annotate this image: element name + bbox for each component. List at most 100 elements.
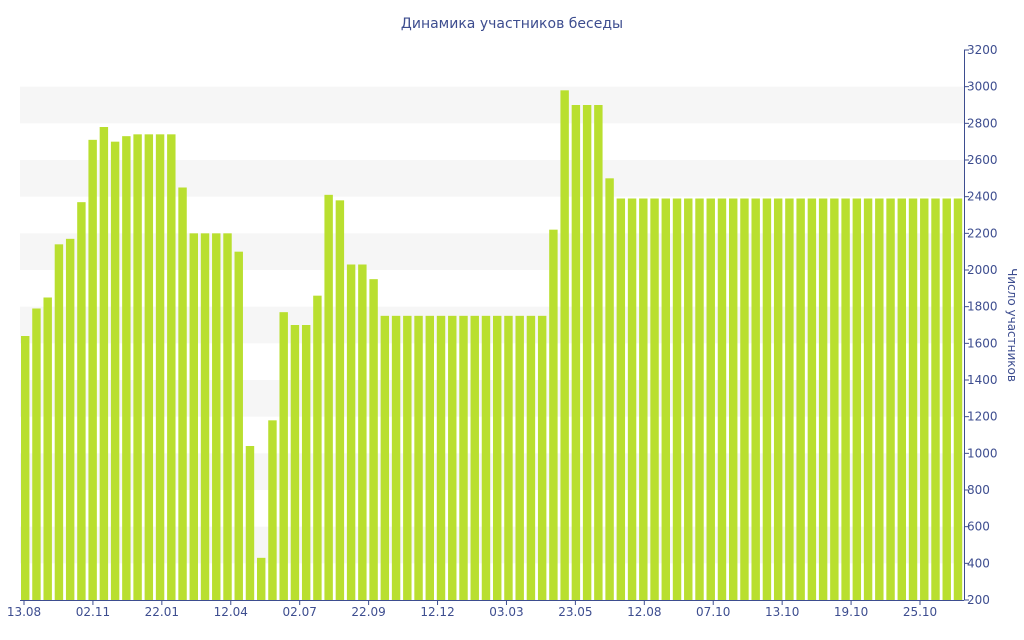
bar bbox=[178, 187, 187, 600]
grid-band bbox=[20, 233, 964, 270]
bar bbox=[324, 194, 333, 600]
bar bbox=[133, 134, 142, 600]
bar bbox=[841, 198, 850, 600]
bar bbox=[313, 295, 322, 600]
bar bbox=[155, 134, 165, 600]
bar bbox=[785, 198, 794, 600]
x-tick-label: 13.10 bbox=[765, 605, 799, 619]
bar bbox=[942, 198, 951, 600]
grid-band bbox=[20, 380, 964, 417]
y-tick-label: 2000 bbox=[967, 263, 998, 277]
bar bbox=[448, 315, 457, 600]
bar bbox=[931, 198, 940, 600]
bar bbox=[257, 557, 266, 600]
bar bbox=[605, 178, 614, 600]
bar bbox=[616, 198, 626, 600]
bar bbox=[335, 200, 345, 600]
bar bbox=[301, 325, 311, 600]
bar bbox=[99, 127, 109, 600]
bar bbox=[920, 198, 929, 600]
y-tick-label: 2600 bbox=[967, 153, 998, 167]
grid-band bbox=[20, 453, 964, 490]
x-tick-label: 12.12 bbox=[420, 605, 454, 619]
x-tick-label: 23.05 bbox=[558, 605, 592, 619]
bar bbox=[77, 202, 86, 601]
bar bbox=[380, 315, 390, 600]
bar bbox=[875, 198, 884, 600]
bar bbox=[234, 251, 243, 601]
x-tick-label: 02.11 bbox=[76, 605, 110, 619]
bar bbox=[268, 420, 277, 600]
y-tick-label: 200 bbox=[967, 593, 990, 607]
bar bbox=[88, 139, 97, 600]
grid-band bbox=[20, 306, 964, 344]
bar bbox=[526, 315, 536, 600]
y-axis: 200 400 600 800 1000 1200 1400 1600 1800 2000 2200… bbox=[964, 43, 998, 607]
bar bbox=[481, 315, 491, 600]
grid-band bbox=[20, 160, 964, 197]
bar bbox=[695, 198, 704, 600]
bar bbox=[144, 134, 154, 600]
bar bbox=[852, 198, 862, 600]
y-tick-label: 3000 bbox=[967, 80, 998, 94]
bar bbox=[639, 198, 648, 600]
y-tick-label: 1000 bbox=[967, 446, 998, 460]
bar bbox=[953, 198, 963, 600]
bar bbox=[627, 198, 637, 600]
bar bbox=[549, 229, 558, 601]
x-tick-label: 13.08 bbox=[7, 605, 41, 619]
grid-band bbox=[20, 86, 964, 124]
bar bbox=[493, 315, 502, 600]
bar bbox=[414, 315, 423, 600]
bar bbox=[167, 134, 176, 600]
bar bbox=[21, 336, 30, 600]
x-tick-label: 07.10 bbox=[696, 605, 730, 619]
y-tick-label: 2800 bbox=[967, 116, 998, 130]
bar bbox=[459, 315, 468, 600]
grid-band bbox=[20, 526, 964, 564]
bar bbox=[807, 198, 817, 600]
y-axis-label: Число участников bbox=[1005, 268, 1019, 382]
bar bbox=[245, 446, 255, 600]
bar bbox=[886, 198, 895, 600]
bar bbox=[346, 264, 356, 600]
bar bbox=[684, 198, 693, 600]
y-tick-label: 2200 bbox=[967, 226, 998, 240]
bar bbox=[369, 279, 378, 600]
y-tick-label: 1400 bbox=[967, 373, 998, 387]
bar bbox=[391, 315, 401, 600]
bar bbox=[403, 315, 412, 600]
bar bbox=[796, 198, 805, 600]
x-tick-label: 12.04 bbox=[214, 605, 248, 619]
x-tick-label: 03.03 bbox=[489, 605, 523, 619]
bar bbox=[358, 264, 367, 600]
bar bbox=[571, 105, 581, 600]
x-axis: 13.08 02.11 22.01 12.04 02.07 22.09 12.12 03.03… bbox=[7, 600, 964, 619]
y-tick-label: 800 bbox=[967, 483, 990, 497]
bar bbox=[65, 238, 75, 600]
bar bbox=[729, 198, 738, 600]
bar bbox=[650, 198, 659, 600]
y-tick-label: 1600 bbox=[967, 336, 998, 350]
y-tick-label: 400 bbox=[967, 556, 990, 570]
y-tick-label: 1200 bbox=[967, 410, 998, 424]
y-tick-label: 600 bbox=[967, 520, 990, 534]
bar bbox=[504, 315, 513, 600]
x-tick-label: 22.01 bbox=[145, 605, 179, 619]
bars-group bbox=[21, 90, 963, 601]
bar bbox=[672, 198, 682, 600]
y-tick-label: 2400 bbox=[967, 190, 998, 204]
bar bbox=[110, 141, 120, 601]
bar bbox=[54, 244, 64, 600]
bar bbox=[537, 315, 547, 600]
bar bbox=[717, 198, 727, 600]
bar bbox=[212, 233, 221, 600]
bar bbox=[515, 315, 524, 600]
y-tick-label: 3200 bbox=[967, 43, 998, 57]
bar bbox=[470, 315, 479, 600]
bar bbox=[189, 233, 198, 600]
y-tick-label: 1800 bbox=[967, 300, 998, 314]
bar bbox=[279, 312, 288, 600]
